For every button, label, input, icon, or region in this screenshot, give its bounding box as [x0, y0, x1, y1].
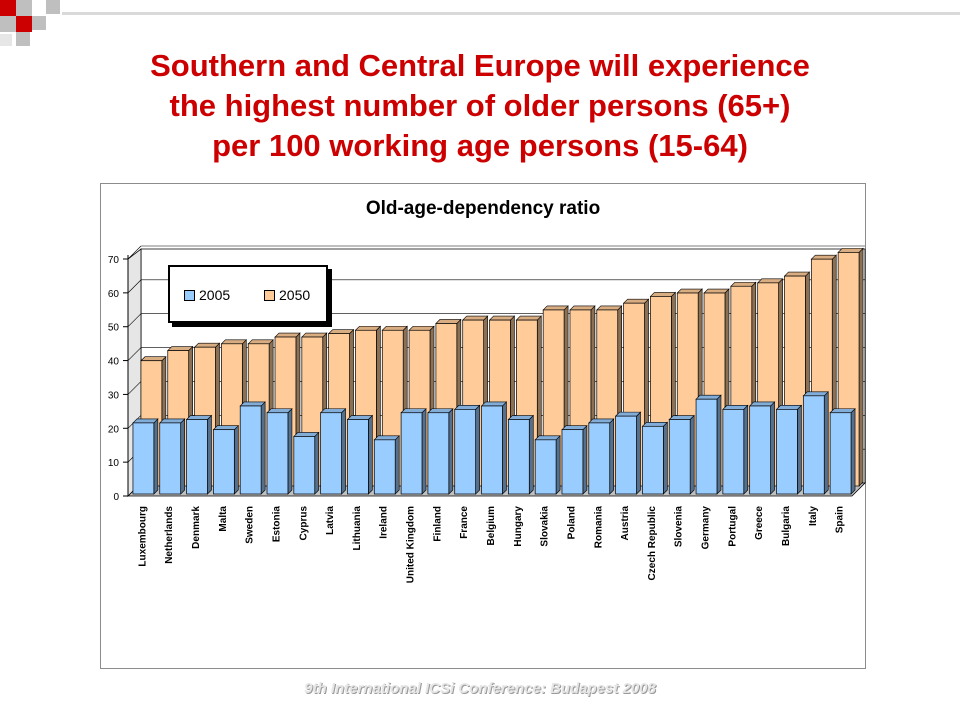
- legend-item-2050: 2050: [264, 287, 310, 303]
- category-label: Lithuania: [352, 506, 363, 551]
- y-tick-label: 20: [108, 424, 120, 435]
- category-label: Belgium: [486, 506, 497, 546]
- bar-2005-portugal: [722, 404, 749, 495]
- chart-title: Old-age-dependency ratio: [365, 198, 601, 219]
- legend-swatch-2050: [264, 289, 275, 301]
- category-label: Ireland: [379, 506, 390, 539]
- category-label: Estonia: [271, 506, 282, 543]
- bar-2005-belgium: [480, 401, 508, 495]
- category-label: Czech Republic: [647, 506, 658, 581]
- bar-2005-slovakia: [534, 435, 561, 495]
- y-tick-label: 70: [108, 255, 120, 266]
- bar-2005-netherlands: [159, 418, 186, 495]
- bar-2005-czech-republic: [641, 421, 669, 495]
- header-rule: [62, 12, 960, 15]
- legend-item-2005: 2005: [184, 287, 230, 303]
- bar-2005-france: [454, 404, 481, 495]
- bar-2005-austria: [614, 411, 642, 495]
- gridline-side: [127, 347, 142, 361]
- bar-2005-united-kingdom: [400, 408, 427, 495]
- y-tick-label: 60: [108, 289, 120, 300]
- legend-swatch-2005: [184, 289, 195, 301]
- bar-2005-spain: [829, 408, 856, 495]
- category-label: Spain: [835, 506, 846, 533]
- bar-2005-italy: [802, 391, 829, 495]
- bar-2005-finland: [427, 408, 454, 495]
- category-label: Bulgaria: [781, 506, 792, 546]
- gridline-side: [127, 279, 142, 294]
- y-tick-label: 40: [108, 357, 120, 368]
- slide-title: Southern and Central Europe will experie…: [40, 46, 920, 166]
- category-label: Germany: [701, 506, 712, 550]
- category-label: Luxembourg: [137, 506, 148, 567]
- category-label: France: [459, 506, 470, 539]
- legend-label-2050: 2050: [279, 287, 311, 303]
- y-tick-label: 10: [108, 458, 120, 469]
- bar-2005-hungary: [507, 414, 534, 495]
- category-label: Latvia: [325, 506, 336, 535]
- category-label: United Kingdom: [406, 506, 417, 583]
- bar-2005-romania: [588, 418, 615, 495]
- chart-axes: 0 10 20 30 40 50 60 70 Luxembourg Netherlands Denm…: [108, 255, 846, 583]
- bar-2005-malta: [212, 424, 240, 495]
- slide-title-line-1: Southern and Central Europe will experie…: [150, 48, 810, 83]
- category-label: Denmark: [191, 506, 202, 549]
- category-label: Hungary: [513, 506, 524, 547]
- category-label: Malta: [218, 506, 229, 532]
- bar-2005-latvia: [319, 408, 347, 495]
- chart-legend: 2005 2050: [168, 265, 328, 323]
- slide-title-line-2: the highest number of older persons (65+…: [169, 88, 791, 123]
- bar-2005-sweden: [239, 401, 266, 495]
- category-label: Poland: [566, 506, 577, 539]
- slide-footer: 9th International ICSi Conference: Budap…: [304, 680, 656, 697]
- category-label: Cyprus: [298, 506, 309, 541]
- gridline-side: [127, 313, 142, 327]
- bar-2005-denmark: [185, 414, 213, 495]
- y-tick-label: 0: [113, 492, 119, 503]
- category-label: Austria: [620, 506, 631, 541]
- category-label: Slovakia: [540, 506, 551, 547]
- category-label: Greece: [754, 506, 765, 540]
- y-tick-label: 30: [108, 390, 120, 401]
- bar-2005-bulgaria: [775, 404, 803, 495]
- category-label: Italy: [808, 506, 819, 526]
- category-label: Romania: [593, 506, 604, 549]
- bar-2005-luxembourg: [132, 418, 159, 495]
- bar-2005-poland: [561, 424, 588, 495]
- gridline-side: [127, 245, 142, 260]
- legend-label-2005: 2005: [199, 287, 231, 303]
- bar-2005-slovenia: [668, 414, 695, 495]
- category-label: Finland: [432, 506, 443, 542]
- gridline-side: [127, 381, 142, 395]
- category-label: Sweden: [245, 506, 256, 544]
- bar-2005-lithuania: [346, 414, 374, 495]
- bar-2005-greece: [748, 401, 776, 495]
- bar-2005-estonia: [266, 408, 293, 495]
- bar-2005-germany: [695, 394, 722, 495]
- slide-title-line-3: per 100 working age persons (15-64): [212, 128, 748, 163]
- corner-decoration: [0, 0, 62, 56]
- bar-2005-ireland: [373, 435, 400, 495]
- series-2005-bars: [132, 391, 856, 495]
- category-label: Slovenia: [674, 506, 685, 548]
- y-tick-label: 50: [108, 323, 120, 334]
- bar-2005-cyprus: [293, 431, 320, 495]
- category-label: Netherlands: [164, 506, 175, 564]
- category-label: Portugal: [727, 506, 738, 547]
